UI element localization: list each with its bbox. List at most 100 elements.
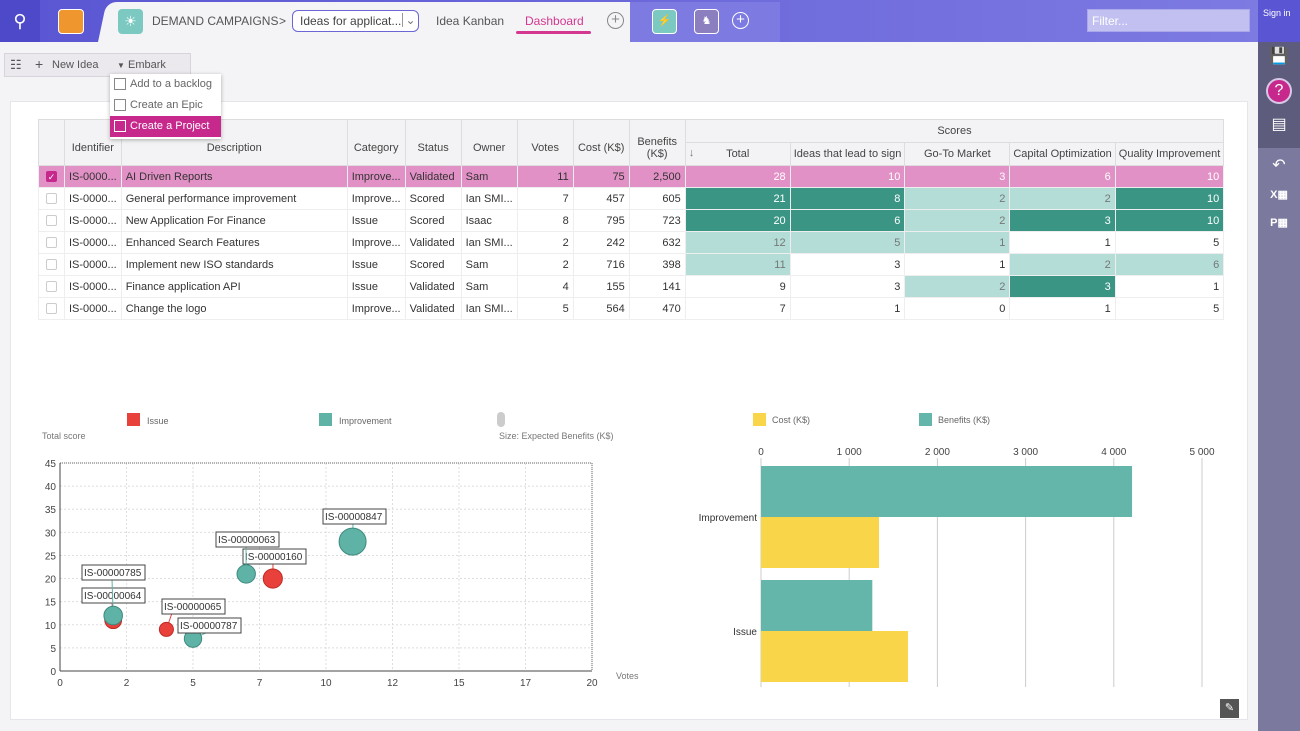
- table-row[interactable]: IS-0000... General performance improvemen…: [38, 187, 1225, 210]
- tab-dashboard[interactable]: Dashboard: [525, 14, 584, 28]
- table-row[interactable]: IS-0000... Implement new ISO standards Iss…: [38, 253, 1225, 276]
- sign-in-button[interactable]: Sign in: [1263, 8, 1291, 18]
- menu-item-add-to-a-backlog[interactable]: Add to a backlog: [110, 74, 221, 95]
- breadcrumb-root[interactable]: DEMAND CAMPAIGNS: [152, 14, 279, 28]
- bar-cost[interactable]: [761, 517, 880, 568]
- scatter-point[interactable]: [103, 605, 123, 626]
- legend-label: Improvement: [339, 416, 392, 426]
- column-header[interactable]: Cost (K$): [572, 119, 630, 166]
- table-cell: Scored: [404, 253, 462, 276]
- column-header[interactable]: Benefits (K$): [628, 119, 686, 166]
- score-cell: 3: [789, 253, 906, 276]
- score-cell: 20: [684, 209, 791, 232]
- powerpoint-export-icon[interactable]: P▦: [1270, 217, 1288, 229]
- score-column-header[interactable]: Go-To Market: [904, 142, 1011, 166]
- score-column-header[interactable]: Capital Optimization: [1009, 142, 1116, 166]
- y-tick-label: 25: [45, 551, 57, 562]
- column-header[interactable]: Owner: [460, 119, 518, 166]
- table-row[interactable]: ✓ IS-0000... AI Driven Reports Improve... Va…: [38, 165, 1225, 188]
- selector-value: Ideas for applicat...: [300, 14, 402, 28]
- filter-settings-icon[interactable]: ☷: [10, 57, 22, 72]
- table-cell: Issue: [346, 209, 406, 232]
- scatter-point[interactable]: [236, 564, 256, 584]
- row-checkbox[interactable]: [46, 259, 57, 270]
- embark-button[interactable]: Embark: [128, 59, 166, 71]
- table-row[interactable]: IS-0000... Change the logo Improve... Valid…: [38, 297, 1225, 320]
- table-cell: 5: [516, 297, 574, 320]
- table-row[interactable]: IS-0000... Finance application API Issue Va…: [38, 275, 1225, 298]
- table-cell: 723: [628, 209, 686, 232]
- score-cell: 1: [904, 253, 1011, 276]
- undo-icon[interactable]: ↶: [1272, 157, 1286, 174]
- row-checkbox-cell[interactable]: [38, 209, 65, 232]
- legend-swatch: [919, 413, 932, 426]
- scatter-chart: Issue Improvement Size: Expected Benefits …: [42, 412, 639, 689]
- bar-benefits[interactable]: [761, 580, 873, 631]
- score-cell: 21: [684, 187, 791, 210]
- help-icon[interactable]: ?: [1266, 78, 1292, 104]
- column-header[interactable]: Category: [346, 119, 406, 166]
- y-tick-label: 15: [45, 598, 57, 609]
- add-icon[interactable]: +: [732, 12, 749, 29]
- table-cell: 4: [516, 275, 574, 298]
- bar-chart: Cost (K$) Benefits (K$) 0 1 000 2 000 3 000 4 …: [699, 413, 1215, 687]
- edit-icon[interactable]: ✎: [1220, 699, 1239, 718]
- select-all-header[interactable]: [38, 119, 65, 166]
- row-checkbox-cell[interactable]: ✓: [38, 165, 65, 188]
- x-tick-label: 4 000: [1101, 447, 1126, 458]
- table-row[interactable]: IS-0000... New Application For Finance Iss…: [38, 209, 1225, 232]
- column-header[interactable]: Votes: [516, 119, 574, 166]
- chess-knight-icon[interactable]: ♞: [694, 9, 719, 34]
- lightbulb-icon[interactable]: ☀: [118, 9, 143, 34]
- bar-cost[interactable]: [761, 631, 908, 682]
- scatter-point[interactable]: [338, 527, 367, 556]
- point-label: IS-00000160: [245, 552, 303, 563]
- excel-export-icon[interactable]: X▦: [1270, 189, 1288, 201]
- row-checkbox[interactable]: [46, 215, 57, 226]
- table-cell: 716: [572, 253, 630, 276]
- table-cell: 8: [516, 209, 574, 232]
- table-row[interactable]: IS-0000... Enhanced Search Features Improv…: [38, 231, 1225, 254]
- folder-icon[interactable]: ⚡: [652, 9, 677, 34]
- row-checkbox-cell[interactable]: [38, 253, 65, 276]
- row-checkbox[interactable]: [46, 303, 57, 314]
- legend-label: Benefits (K$): [938, 415, 990, 425]
- add-tab-icon[interactable]: +: [607, 12, 624, 29]
- scores-header: Scores: [684, 119, 1225, 143]
- campaign-selector[interactable]: Ideas for applicat... ⌄: [292, 10, 419, 32]
- filter-input[interactable]: [1087, 9, 1250, 32]
- home-icon[interactable]: [58, 9, 84, 34]
- settings-screen-icon[interactable]: ▤: [1271, 116, 1287, 133]
- menu-item-create-an-epic[interactable]: Create an Epic: [110, 95, 221, 116]
- table-cell: 11: [516, 165, 574, 188]
- save-icon[interactable]: 💾: [1269, 48, 1289, 65]
- score-column-header[interactable]: Ideas that lead to sign: [789, 142, 906, 166]
- score-cell: 2: [1009, 187, 1116, 210]
- row-checkbox-cell[interactable]: [38, 297, 65, 320]
- row-checkbox-cell[interactable]: [38, 275, 65, 298]
- bar-benefits[interactable]: [761, 466, 1133, 517]
- menu-item-create-a-project[interactable]: Create a Project: [110, 116, 221, 137]
- y-tick-label: 30: [45, 528, 57, 539]
- caret-down-icon: ▼: [117, 61, 125, 70]
- point-label-box: [177, 617, 242, 634]
- new-idea-button[interactable]: New Idea: [52, 59, 99, 71]
- score-column-header[interactable]: Quality Improvement: [1114, 142, 1225, 166]
- sort-descending-icon[interactable]: ↓: [688, 147, 695, 159]
- row-checkbox[interactable]: [46, 281, 57, 292]
- scatter-point[interactable]: [262, 568, 283, 589]
- row-checkbox[interactable]: [46, 193, 57, 204]
- row-checkbox[interactable]: [46, 237, 57, 248]
- table-cell: Ian SMI...: [460, 297, 518, 320]
- row-checkbox[interactable]: ✓: [46, 171, 57, 182]
- row-checkbox-cell[interactable]: [38, 187, 65, 210]
- search-icon[interactable]: ⚲: [0, 0, 40, 42]
- table-cell: IS-0000...: [64, 297, 122, 320]
- score-column-header[interactable]: Total ↓: [684, 142, 791, 166]
- column-header[interactable]: Status: [404, 119, 462, 166]
- scatter-point[interactable]: [158, 621, 174, 637]
- tab-idea-kanban[interactable]: Idea Kanban: [436, 14, 505, 28]
- legend-swatch: [319, 413, 332, 426]
- row-checkbox-cell[interactable]: [38, 231, 65, 254]
- table-cell: Improve...: [346, 187, 406, 210]
